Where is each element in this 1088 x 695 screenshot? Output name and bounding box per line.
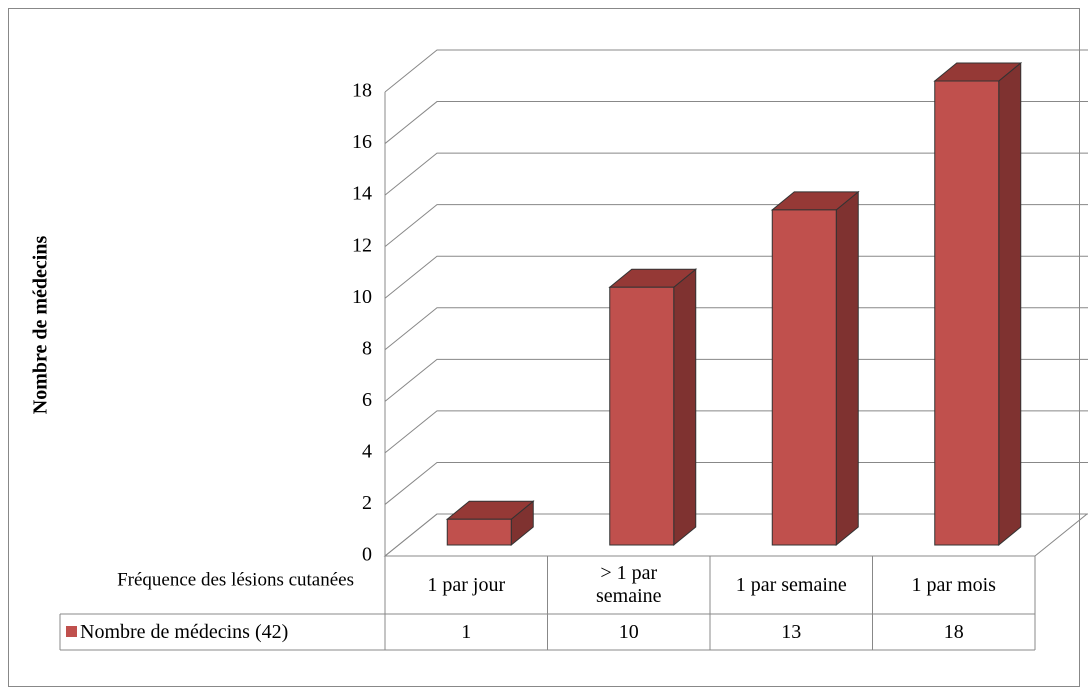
data-label: 18: [943, 620, 964, 643]
grid-line: [384, 255, 1088, 299]
x-tick-label-text: 1 par semaine: [735, 573, 847, 596]
y-tick-label: 18: [352, 80, 372, 102]
legend-swatch: [66, 626, 77, 637]
bar: [771, 209, 837, 546]
x-tick-label-text: 1 par mois: [911, 573, 996, 596]
grid-line: [384, 152, 1088, 196]
y-tick-label: 6: [362, 389, 372, 411]
y-axis-title: Nombre de médecins: [30, 236, 52, 415]
y-tick-label: 4: [362, 440, 372, 462]
x-axis-title: Fréquence des lésions cutanées: [117, 569, 354, 590]
bar: [446, 518, 512, 546]
grid-line: [384, 461, 1088, 505]
bar: [934, 80, 1000, 546]
y-tick-label: 16: [352, 131, 372, 153]
bar-side: [673, 268, 697, 547]
data-label: 10: [618, 620, 639, 643]
x-tick-label-text: 1 par jour: [427, 573, 506, 596]
bar-side: [998, 61, 1022, 547]
data-label: 1: [461, 620, 472, 643]
x-tick-label-text: > 1 par semaine: [595, 562, 662, 607]
y-tick-label: 8: [362, 337, 372, 359]
x-tick-label: 1 par jour: [385, 556, 548, 614]
grid-line: [384, 101, 1088, 144]
data-label: 13: [781, 620, 802, 643]
grid-line: [384, 49, 1088, 93]
grid-line: [384, 410, 1088, 454]
x-tick-label: 1 par mois: [873, 556, 1036, 614]
y-tick-label: 2: [362, 492, 372, 514]
x-tick-label: 1 par semaine: [710, 556, 873, 614]
bar-side: [835, 190, 859, 547]
frame: [8, 8, 1080, 687]
y-tick-label: 10: [352, 286, 372, 308]
grid-line: [384, 307, 1088, 351]
y-tick-label: 0: [362, 544, 372, 566]
grid-line: [384, 358, 1088, 402]
grid-line: [384, 513, 1088, 557]
x-tick-label: > 1 par semaine: [548, 556, 711, 614]
y-tick-label: 12: [352, 234, 372, 256]
grid-line: [384, 204, 1088, 248]
legend-label: Nombre de médecins (42): [80, 620, 289, 643]
bar: [609, 286, 675, 546]
y-tick-label: 14: [352, 183, 372, 205]
